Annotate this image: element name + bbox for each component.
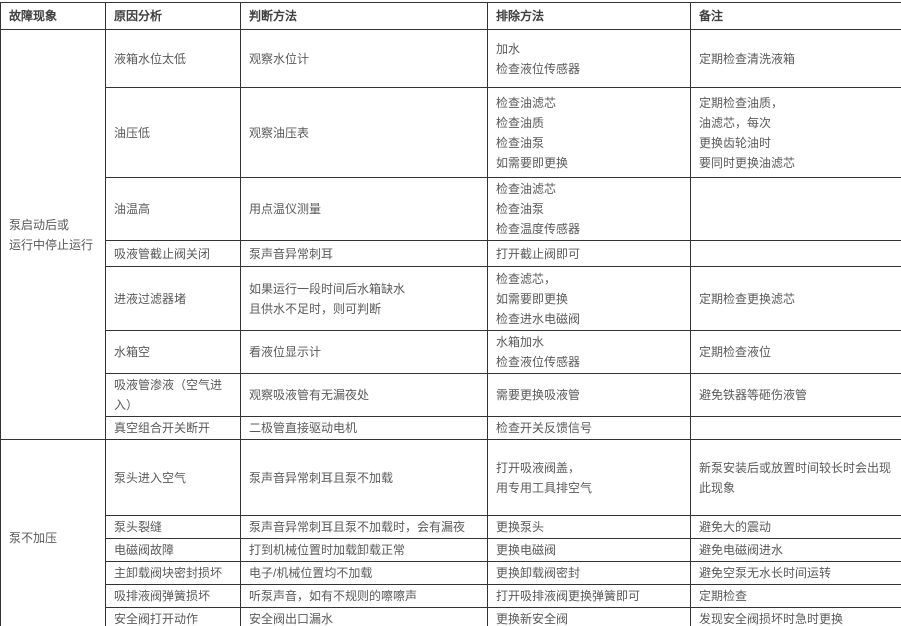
fault-phenomenon-cell: 泵启动后或 运行中停止运行 xyxy=(0,29,106,440)
cell-method: 安全阀出口漏水 xyxy=(240,607,488,626)
column-header: 排除方法 xyxy=(487,2,691,30)
cell-method: 二极管直接驱动电机 xyxy=(240,416,488,440)
cell-cause: 泵头裂缝 xyxy=(105,515,241,539)
table-row: 主卸载阀块密封损坏 电子/机械位置均不加载 更换卸载阀密封 避免空泵无水长时间运转 xyxy=(1,561,901,585)
cell-fix: 打开吸液阀盖， 用专用工具排空气 xyxy=(487,439,691,516)
cell-fix: 更换泵头 xyxy=(487,515,691,539)
cell-note: 避免大的震动 xyxy=(690,515,901,539)
cell-cause: 油温高 xyxy=(105,177,241,241)
cell-note xyxy=(690,177,901,241)
cell-cause: 电磁阀故障 xyxy=(105,538,241,562)
fault-group-pump-no-pressure: 泵不加压 泵头进入空气 泵声音异常刺耳且泵不加载 打开吸液阀盖， 用专用工具排空气 新泵… xyxy=(0,439,901,626)
cell-cause: 主卸载阀块密封损坏 xyxy=(105,561,241,585)
table-row: 泵不加压 泵头进入空气 泵声音异常刺耳且泵不加载 打开吸液阀盖， 用专用工具排空气 新泵… xyxy=(0,439,901,626)
cell-cause: 安全阀打开动作 xyxy=(105,607,241,626)
cell-method: 如果运行一段时间后水箱缺水 且供水不足时，则可判断 xyxy=(240,266,488,331)
cell-note: 定期检查清洗液箱 xyxy=(690,29,901,88)
cell-note: 定期检查油质， 油滤芯，每次 更换齿轮油时 要同时更换油滤芯 xyxy=(690,87,901,178)
cell-method: 泵声音异常刺耳 xyxy=(240,240,488,267)
table-row: 安全阀打开动作 安全阀出口漏水 更换新安全阀 发现安全阀损坏时急时更换 xyxy=(1,607,901,626)
table-row: 泵头裂缝 泵声音异常刺耳且泵不加载时，会有漏夜 更换泵头 避免大的震动 xyxy=(1,515,901,539)
cell-fix: 更换卸载阀密封 xyxy=(487,561,691,585)
column-header: 原因分析 xyxy=(105,2,241,30)
cell-method: 观察油压表 xyxy=(240,87,488,178)
cell-fix: 需要更换吸液管 xyxy=(487,373,691,417)
cell-method: 泵声音异常刺耳且泵不加载时，会有漏夜 xyxy=(240,515,488,539)
cell-note: 避免电磁阀进水 xyxy=(690,538,901,562)
cell-fix: 打开截止阀即可 xyxy=(487,240,691,267)
cell-cause: 吸排液阀弹簧损坏 xyxy=(105,584,241,608)
table-row: 真空组合开关断开 二极管直接驱动电机 检查开关反馈信号 xyxy=(1,416,901,440)
cell-method: 打到机械位置时加载卸载正常 xyxy=(240,538,488,562)
cell-cause: 水箱空 xyxy=(105,330,241,374)
fault-group-pump-stops: 泵启动后或 运行中停止运行 液箱水位太低 观察水位计 加水 检查液位传感器 定期检查清洗… xyxy=(0,29,901,440)
cell-method: 看液位显示计 xyxy=(240,330,488,374)
fault-phenomenon-cell: 泵不加压 xyxy=(0,439,106,626)
cell-note: 定期检查更换滤芯 xyxy=(690,266,901,331)
cell-note: 新泵安装后或放置时间较长时会出现此现象 xyxy=(690,439,901,516)
cell-fix: 检查油滤芯 检查油质 检查油泵 如需要即更换 xyxy=(487,87,691,178)
cell-fix: 更换新安全阀 xyxy=(487,607,691,626)
cell-method: 电子/机械位置均不加载 xyxy=(240,561,488,585)
cell-method: 观察水位计 xyxy=(240,29,488,88)
cell-cause: 吸液管截止阀关闭 xyxy=(105,240,241,267)
cell-note xyxy=(690,240,901,267)
cell-method: 泵声音异常刺耳且泵不加载 xyxy=(240,439,488,516)
table-row: 吸液管渗液（空气进入） 观察吸液管有无漏夜处 需要更换吸液管 避免铁器等砸伤液管 xyxy=(1,373,901,417)
table-row: 电磁阀故障 打到机械位置时加载卸载正常 更换电磁阀 避免电磁阀进水 xyxy=(1,538,901,562)
header-row: 故障现象 原因分析 判断方法 排除方法 备注 xyxy=(0,2,901,30)
cell-note: 避免铁器等砸伤液管 xyxy=(690,373,901,417)
table-row: 吸液管截止阀关闭 泵声音异常刺耳 打开截止阀即可 xyxy=(1,240,901,267)
cell-fix: 更换电磁阀 xyxy=(487,538,691,562)
column-header: 判断方法 xyxy=(240,2,488,30)
column-header: 故障现象 xyxy=(0,2,106,30)
cell-fix: 水箱加水 检查液位传感器 xyxy=(487,330,691,374)
cell-cause: 吸液管渗液（空气进入） xyxy=(105,373,241,417)
table-row: 进液过滤器堵 如果运行一段时间后水箱缺水 且供水不足时，则可判断 检查滤芯， 如需要… xyxy=(1,266,901,331)
cell-method: 听泵声音，如有不规则的嚓嚓声 xyxy=(240,584,488,608)
cell-fix: 检查滤芯， 如需要即更换 检查进水电磁阀 xyxy=(487,266,691,331)
cell-cause: 进液过滤器堵 xyxy=(105,266,241,331)
cell-note: 避免空泵无水长时间运转 xyxy=(690,561,901,585)
cell-fix: 打开吸排液阀更换弹簧即可 xyxy=(487,584,691,608)
table-row: 泵启动后或 运行中停止运行 液箱水位太低 观察水位计 加水 检查液位传感器 定期检查清洗… xyxy=(0,29,901,440)
cell-cause: 泵头进入空气 xyxy=(105,439,241,516)
table-row: 水箱空 看液位显示计 水箱加水 检查液位传感器 定期检查液位 xyxy=(1,330,901,374)
cell-cause: 油压低 xyxy=(105,87,241,178)
table-row: 油温高 用点温仪测量 检查油滤芯 检查油泵 检查温度传感器 xyxy=(1,177,901,241)
cell-cause: 真空组合开关断开 xyxy=(105,416,241,440)
cell-fix: 检查开关反馈信号 xyxy=(487,416,691,440)
table-row: 吸排液阀弹簧损坏 听泵声音，如有不规则的嚓嚓声 打开吸排液阀更换弹簧即可 定期检查 xyxy=(1,584,901,608)
cell-method: 观察吸液管有无漏夜处 xyxy=(240,373,488,417)
table-row: 油压低 观察油压表 检查油滤芯 检查油质 检查油泵 如需要即更换 定期检查油质， 油滤… xyxy=(1,87,901,178)
column-header: 备注 xyxy=(690,2,901,30)
cell-method: 用点温仪测量 xyxy=(240,177,488,241)
cell-fix: 加水 检查液位传感器 xyxy=(487,29,691,88)
cell-note xyxy=(690,416,901,440)
cell-note: 发现安全阀损坏时急时更换 xyxy=(690,607,901,626)
cell-note: 定期检查 xyxy=(690,584,901,608)
cell-fix: 检查油滤芯 检查油泵 检查温度传感器 xyxy=(487,177,691,241)
cell-note: 定期检查液位 xyxy=(690,330,901,374)
cell-cause: 液箱水位太低 xyxy=(105,29,241,88)
